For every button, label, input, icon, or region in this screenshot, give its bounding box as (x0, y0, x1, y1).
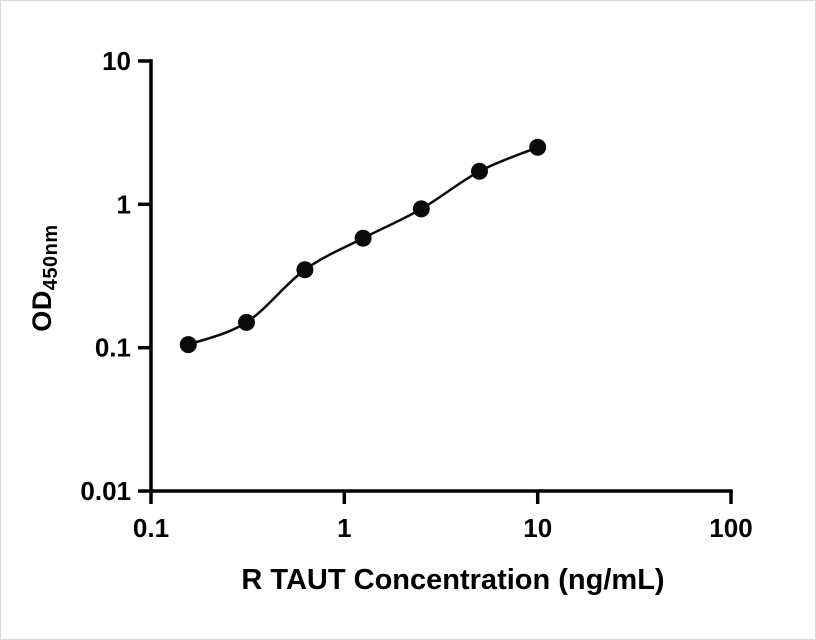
data-point (179, 336, 197, 354)
y-tick-label: 1 (117, 189, 131, 219)
y-tick-label: 0.01 (80, 476, 131, 506)
data-point (296, 261, 314, 279)
y-axis-title: OD450nm (27, 224, 63, 331)
data-point (354, 229, 372, 247)
x-tick-label: 0.1 (133, 513, 169, 543)
x-tick-label: 1 (337, 513, 351, 543)
x-tick-label: 100 (709, 513, 752, 543)
y-axis-title-subscript: 450nm (40, 224, 62, 291)
y-tick-label: 10 (102, 46, 131, 76)
data-point (238, 313, 255, 331)
data-point (471, 162, 488, 180)
x-tick-label: 10 (523, 513, 552, 543)
y-axis-title-main: OD (27, 290, 57, 332)
y-tick-label: 0.1 (95, 333, 131, 363)
data-point (529, 138, 547, 156)
axis-spines (149, 59, 733, 493)
x-axis-title: R TAUT Concentration (ng/mL) (241, 564, 665, 596)
data-point (412, 200, 430, 218)
